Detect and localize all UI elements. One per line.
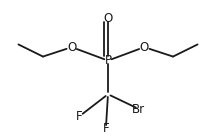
Text: Br: Br (132, 103, 146, 116)
Text: F: F (76, 110, 83, 123)
Text: O: O (103, 12, 113, 25)
Text: O: O (140, 41, 149, 54)
Text: O: O (67, 41, 76, 54)
Text: F: F (103, 122, 109, 135)
Text: P: P (105, 54, 111, 67)
